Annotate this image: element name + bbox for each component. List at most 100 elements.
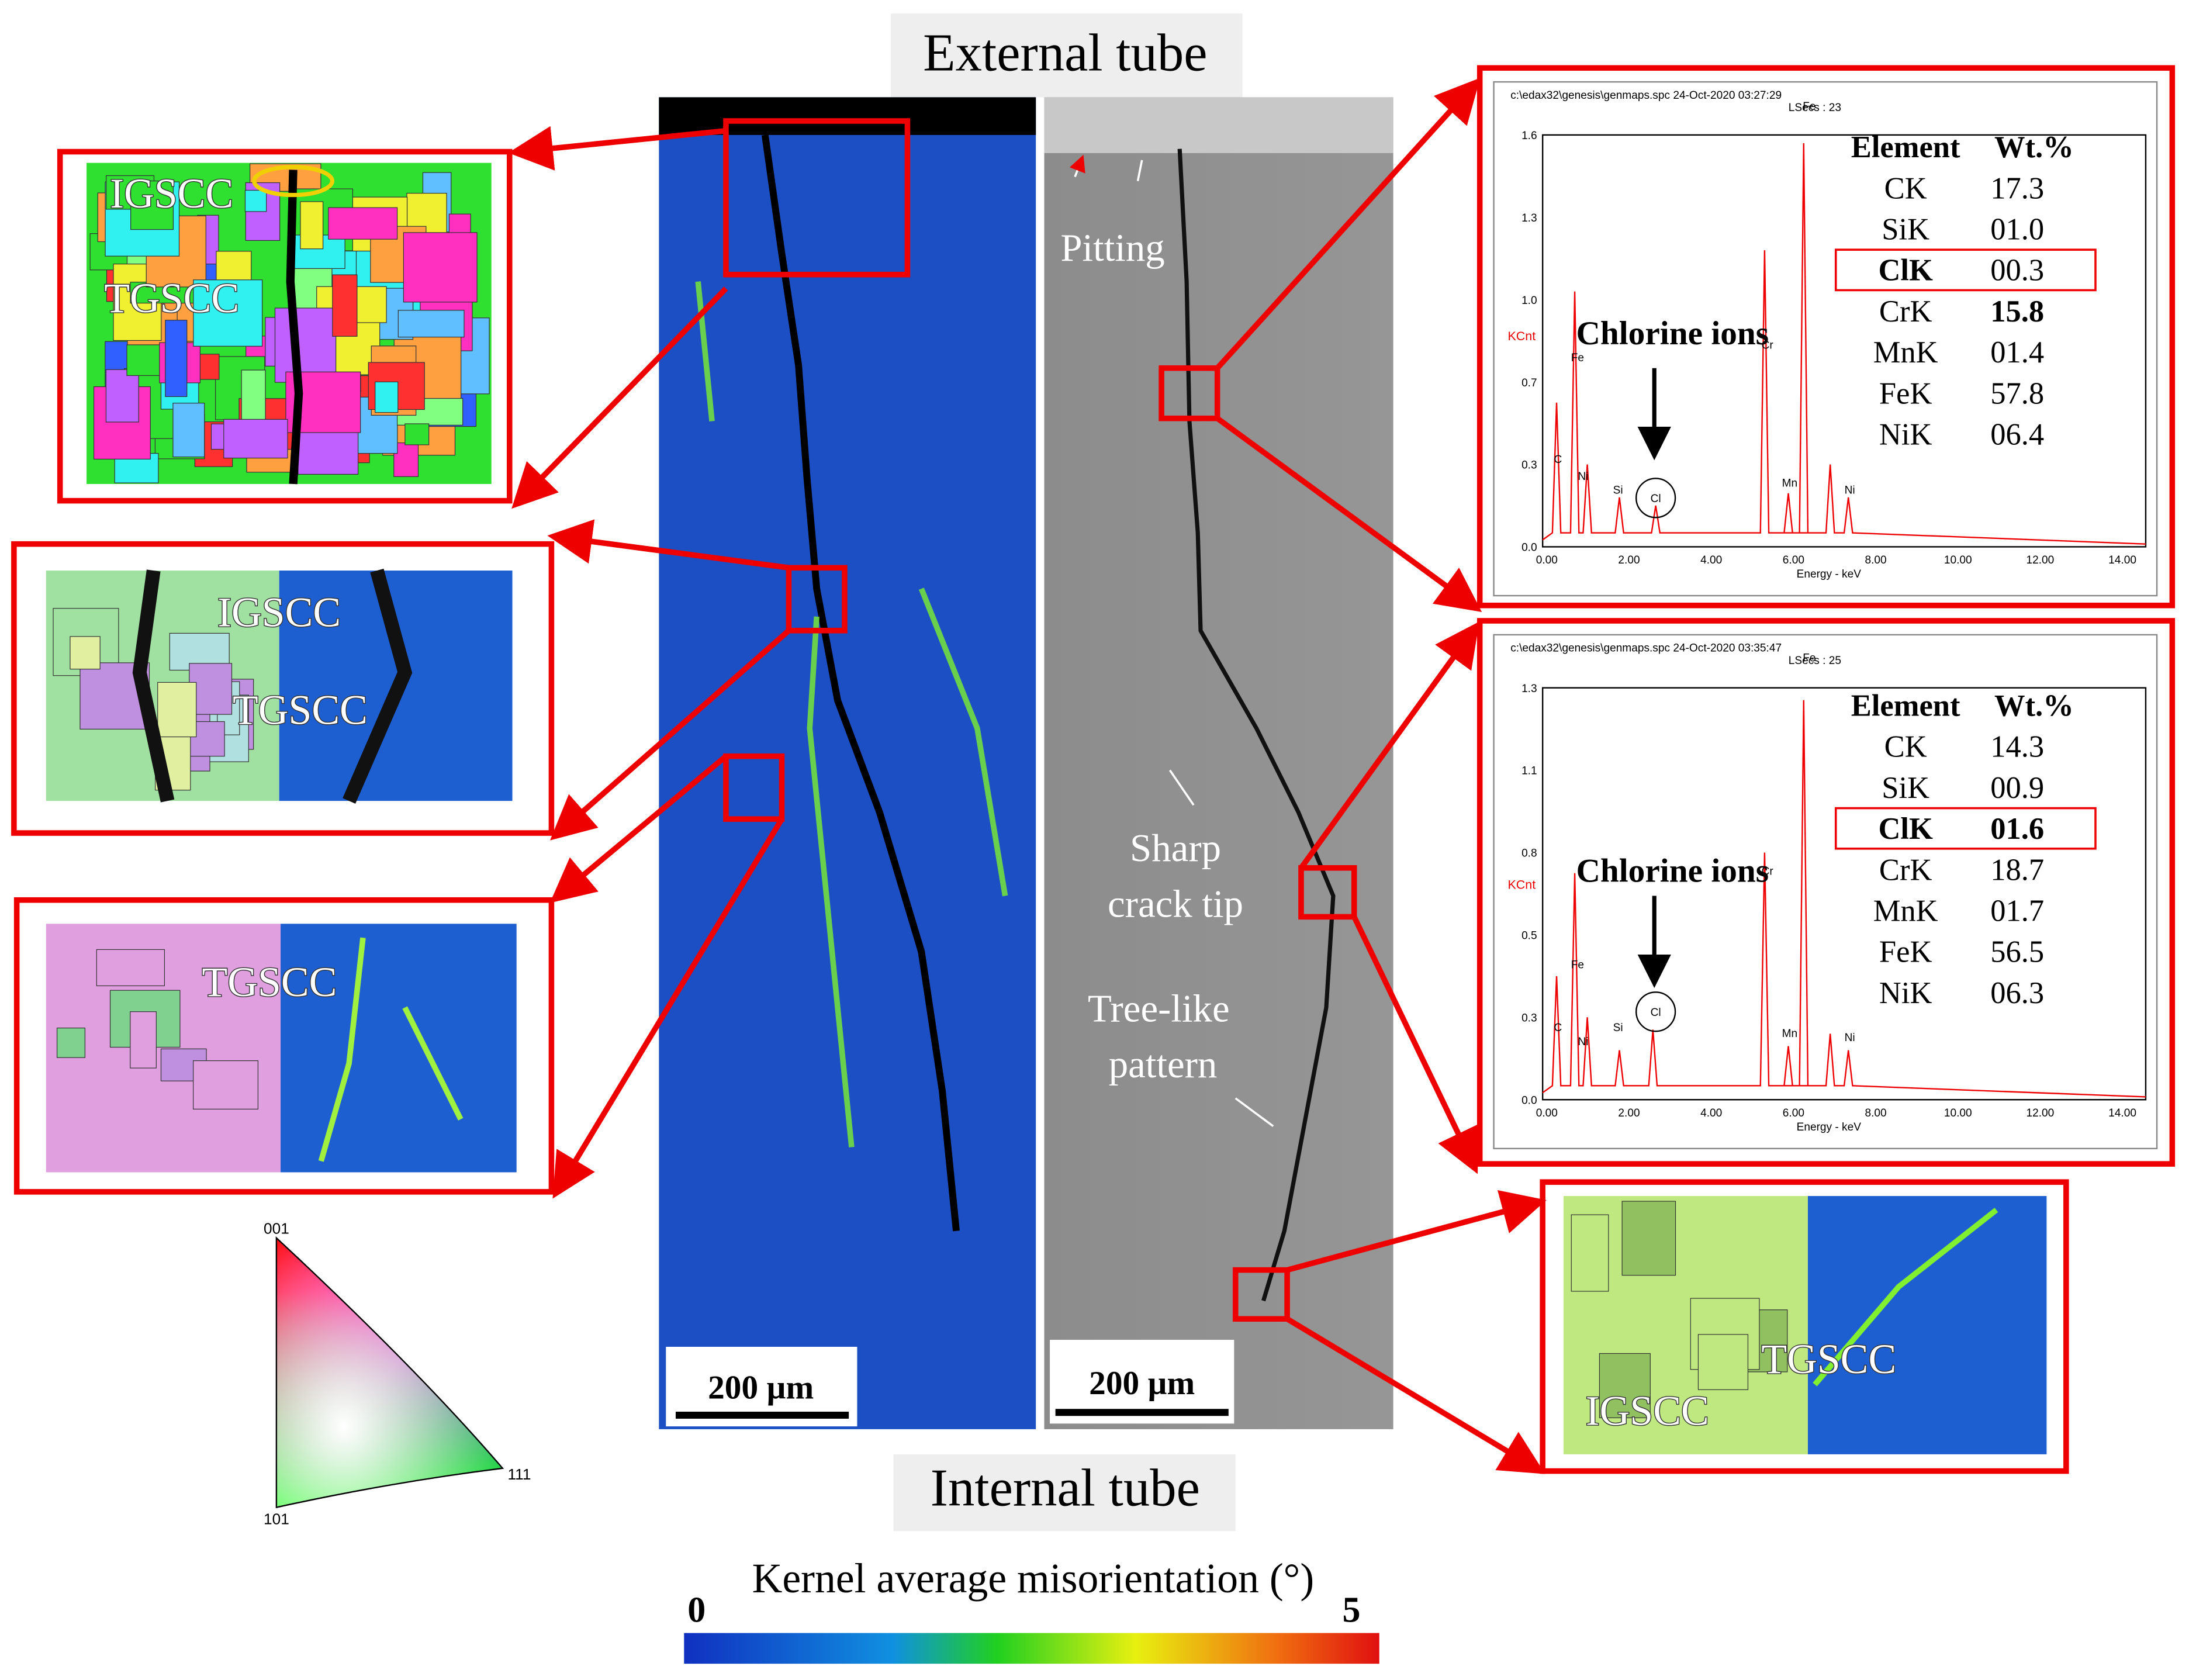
inset-label: TGSCC bbox=[202, 959, 337, 1005]
table-cell: SiK bbox=[1882, 771, 1929, 805]
table-cell: CK bbox=[1884, 730, 1927, 764]
table-cell: 14.3 bbox=[1990, 730, 2044, 764]
table-cell: 01.6 bbox=[1990, 812, 2044, 846]
annotation: Chlorine ions bbox=[1576, 315, 1769, 352]
cl-circle bbox=[1635, 478, 1676, 518]
peak-label: Mn bbox=[1782, 478, 1798, 490]
table-cell: 01.0 bbox=[1990, 213, 2044, 247]
peak-label: Fe bbox=[1571, 352, 1584, 364]
table-cell: 00.9 bbox=[1990, 771, 2044, 805]
region bbox=[1232, 1267, 1290, 1322]
inset-frames bbox=[11, 65, 2176, 1474]
table-cell: 00.3 bbox=[1990, 254, 2044, 288]
top-label: External tube bbox=[923, 23, 1207, 82]
arrow bbox=[1351, 915, 1479, 1174]
peak-label: Ni bbox=[1578, 1036, 1588, 1048]
arrow bbox=[1285, 1316, 1545, 1474]
annotation: Chlorine ions bbox=[1576, 853, 1769, 890]
y-tick-label: 1.0 bbox=[1521, 295, 1537, 307]
grain bbox=[130, 180, 174, 230]
crack bbox=[761, 134, 960, 1232]
grain bbox=[332, 274, 358, 337]
y-tick-label: 0.0 bbox=[1521, 542, 1537, 554]
grain bbox=[1571, 1214, 1609, 1292]
table-cell: 06.3 bbox=[1990, 976, 2044, 1010]
sem-annotation: Sharp bbox=[1130, 827, 1221, 870]
table-header: Element bbox=[1851, 130, 1960, 164]
peak-label: Ni bbox=[1845, 485, 1855, 497]
pointer bbox=[1168, 769, 1195, 806]
inset-label: TGSCC bbox=[233, 687, 368, 733]
y-axis-label: KCnt bbox=[1507, 329, 1536, 343]
frame bbox=[11, 541, 555, 836]
strain-band bbox=[1813, 1208, 1998, 1387]
colorbar-max: 5 bbox=[1342, 1591, 1360, 1630]
grain bbox=[328, 207, 398, 240]
region bbox=[786, 565, 848, 634]
table-cell: 15.8 bbox=[1990, 295, 2044, 329]
arrow bbox=[1299, 621, 1479, 870]
sem-annotation: pattern bbox=[1109, 1043, 1218, 1086]
table-cell: ClK bbox=[1878, 812, 1933, 846]
crack bbox=[132, 568, 413, 804]
table-cell: CK bbox=[1884, 171, 1927, 205]
arrow bbox=[511, 286, 728, 509]
crack bbox=[1177, 148, 1336, 1302]
x-tick-label: 4.00 bbox=[1700, 1107, 1722, 1119]
spectrum-curve bbox=[1542, 700, 2146, 1098]
grain bbox=[56, 1028, 86, 1058]
y-tick-label: 0.3 bbox=[1521, 459, 1537, 472]
x-axis-label: Energy - keV bbox=[1797, 1121, 1862, 1133]
table-cell: ClK bbox=[1878, 254, 1933, 288]
x-tick-label: 10.00 bbox=[1944, 554, 1972, 566]
spectrum-lsecs: LSecs : 25 bbox=[1789, 655, 1841, 667]
scale-label: 200 µm bbox=[708, 1369, 814, 1406]
y-tick-label: 1.6 bbox=[1521, 130, 1537, 142]
grain bbox=[1621, 1201, 1676, 1276]
peak-label: Fe bbox=[1571, 959, 1584, 972]
y-tick-label: 0.8 bbox=[1521, 848, 1537, 860]
y-tick-label: 1.3 bbox=[1521, 212, 1537, 224]
peak-label: Fe bbox=[1803, 652, 1815, 664]
table-cell: NiK bbox=[1879, 976, 1932, 1010]
arrow bbox=[508, 126, 727, 171]
y-tick-label: 1.1 bbox=[1521, 765, 1537, 777]
bottom-label: Internal tube bbox=[931, 1458, 1200, 1517]
grain bbox=[393, 442, 419, 477]
table-header: Element bbox=[1851, 689, 1960, 723]
x-tick-label: 8.00 bbox=[1865, 554, 1886, 566]
grain bbox=[105, 369, 139, 423]
arrow bbox=[547, 519, 790, 571]
spectrum-lsecs: LSecs : 23 bbox=[1789, 102, 1841, 114]
x-tick-label: 0.00 bbox=[1536, 554, 1558, 566]
pointer bbox=[1069, 154, 1085, 178]
arrow bbox=[549, 754, 728, 903]
spectrum-panel bbox=[1493, 81, 2158, 597]
x-tick-label: 12.00 bbox=[2027, 554, 2055, 566]
plot-area bbox=[1541, 134, 2147, 548]
x-tick-label: 14.00 bbox=[2108, 554, 2136, 566]
kam-image bbox=[281, 924, 517, 1173]
table-cell: 17.3 bbox=[1990, 171, 2044, 205]
inset-label: IGSCC bbox=[110, 171, 233, 217]
table-cell: 01.4 bbox=[1990, 336, 2044, 369]
y-tick-label: 0.3 bbox=[1521, 1012, 1537, 1024]
x-tick-label: 6.00 bbox=[1783, 554, 1804, 566]
frame bbox=[13, 897, 555, 1195]
x-tick-label: 14.00 bbox=[2108, 1107, 2136, 1119]
ipf-label: 001 bbox=[264, 1220, 289, 1237]
colorbar-title: Kernel average misorientation (°) bbox=[752, 1555, 1315, 1602]
peak-label: Ni bbox=[1578, 471, 1588, 483]
ipf-label: 111 bbox=[508, 1465, 531, 1483]
grain bbox=[172, 403, 205, 458]
peak-label: Fe bbox=[1803, 101, 1815, 113]
frame bbox=[57, 148, 513, 504]
cl-circle bbox=[1635, 991, 1676, 1032]
kam-image bbox=[1807, 1196, 2047, 1454]
y-tick-label: 0.0 bbox=[1521, 1094, 1537, 1107]
spectrum-panel bbox=[1493, 634, 2158, 1150]
highlight-box bbox=[1834, 807, 2097, 850]
x-tick-label: 6.00 bbox=[1783, 1107, 1804, 1119]
plot-area bbox=[1541, 687, 2147, 1101]
table-cell: 57.8 bbox=[1990, 376, 2044, 410]
